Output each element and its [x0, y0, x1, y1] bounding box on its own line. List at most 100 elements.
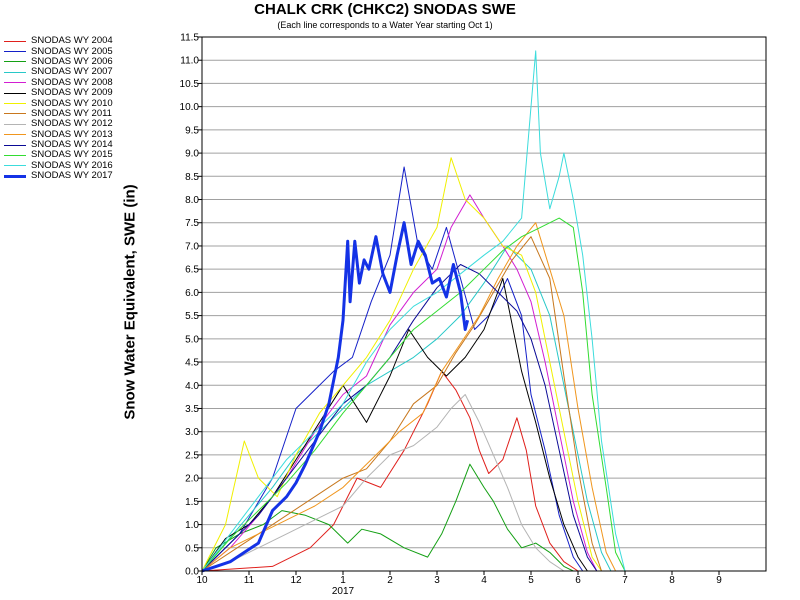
legend-label: SNODAS WY 2012 [31, 118, 113, 130]
legend-swatch [4, 51, 26, 53]
legend-item: SNODAS WY 2004 [4, 36, 154, 46]
legend-item: SNODAS WY 2015 [4, 150, 154, 160]
x-tick-label: 3 [434, 575, 440, 586]
series-line-10 [201, 222, 617, 572]
x-tick-label: 12 [290, 575, 302, 586]
series-line-13 [201, 50, 626, 572]
x-tick-label: 4 [481, 575, 487, 586]
x-tick-label: 5 [528, 575, 534, 586]
y-tick-label: 0.5 [185, 543, 199, 554]
chart-title: CHALK CRK (CHKC2) SNODAS SWE [254, 1, 516, 18]
series-line-9 [201, 394, 565, 572]
legend-swatch [4, 134, 26, 136]
legend-item: SNODAS WY 2011 [4, 107, 154, 119]
grid-lines [202, 36, 766, 572]
legend-swatch [4, 154, 26, 156]
y-tick-label: 6.5 [185, 265, 199, 276]
y-tick-label: 3.0 [185, 427, 199, 438]
legend-swatch [4, 103, 26, 105]
legend-label: SNODAS WY 2013 [31, 128, 113, 140]
legend-item: SNODAS WY 2014 [4, 140, 154, 150]
legend-label: SNODAS WY 2015 [31, 149, 113, 161]
series-line-4 [201, 245, 612, 572]
y-tick-label: 3.5 [185, 404, 199, 415]
y-tick-label: 1.0 [185, 520, 199, 531]
legend-item: SNODAS WY 2007 [4, 67, 154, 77]
y-tick-label: 7.5 [185, 218, 199, 229]
y-tick-label: 5.0 [185, 334, 199, 345]
plot-frame [201, 36, 767, 572]
legend-swatch [4, 123, 26, 125]
legend-item: SNODAS WY 2008 [4, 76, 154, 88]
legend-swatch [4, 174, 26, 178]
legend-item: SNODAS WY 2005 [4, 46, 154, 56]
x-tick-label: 2 [387, 575, 393, 586]
y-tick-label: 9.5 [185, 125, 199, 136]
x-tick-label: 11 [244, 575, 255, 586]
legend-item: SNODAS WY 2017 [4, 171, 154, 181]
legend-swatch [4, 61, 26, 63]
legend-label: SNODAS WY 2009 [31, 87, 113, 99]
y-tick-label: 11.5 [180, 33, 199, 44]
series-line-3 [201, 463, 574, 572]
y-tick-label: 4.5 [185, 358, 199, 369]
y-tick-label: 0.0 [185, 567, 199, 578]
x-tick-label: 9 [716, 575, 722, 586]
y-tick-label: 1.5 [185, 497, 199, 508]
legend-label: SNODAS WY 2017 [31, 170, 113, 182]
y-tick-label: 10.5 [180, 79, 200, 90]
axes: 0.0 0.5 1.0 1.5 2.0 2.5 3.0 3.5 4.0 4.5 5.0 5.5 6.0 6… [180, 33, 723, 598]
legend-label: SNODAS WY 2011 [31, 107, 112, 119]
series-line-6 [201, 278, 588, 572]
legend-swatch [4, 92, 26, 94]
y-tick-label: 6.0 [185, 288, 199, 299]
y-tick-label: 2.5 [185, 450, 199, 461]
legend-swatch [4, 40, 26, 42]
series-line-8 [201, 236, 602, 572]
legend-label: SNODAS WY 2004 [31, 35, 113, 47]
legend-swatch [4, 113, 26, 115]
legend-label: SNODAS WY 2010 [31, 97, 113, 109]
legend-swatch [4, 82, 26, 84]
x-tick-label: 6 [575, 575, 581, 586]
series-line-5 [201, 194, 598, 572]
series-line-11 [201, 264, 598, 572]
y-tick-label: 8.0 [185, 195, 199, 206]
y-tick-label: 5.5 [185, 311, 199, 322]
x-tick-label: 8 [669, 575, 675, 586]
year-label: 2017 [332, 586, 355, 597]
series-line-1 [201, 370, 579, 572]
legend-swatch [4, 144, 26, 146]
legend: SNODAS WY 2004 SNODAS WY 2005 SNODAS WY 20… [4, 36, 154, 181]
x-tick-label: 10 [196, 575, 208, 586]
series-line-7 [201, 157, 602, 572]
y-tick-label: 7.0 [185, 241, 199, 252]
legend-label: SNODAS WY 2006 [31, 55, 113, 67]
y-tick-label: 9.0 [185, 149, 199, 160]
series-line-2 [201, 166, 584, 572]
series-line-14 [201, 221, 470, 573]
series-lines [201, 50, 626, 573]
legend-label: SNODAS WY 2014 [31, 139, 113, 151]
y-tick-label: 4.0 [185, 381, 199, 392]
legend-item: SNODAS WY 2013 [4, 128, 154, 140]
legend-label: SNODAS WY 2008 [31, 76, 113, 88]
legend-item: SNODAS WY 2009 [4, 88, 154, 98]
chart-subtitle: (Each line corresponds to a Water Year s… [277, 20, 493, 30]
legend-label: SNODAS WY 2007 [31, 66, 113, 78]
legend-item: SNODAS WY 2016 [4, 159, 154, 171]
y-tick-label: 11.0 [180, 56, 199, 67]
y-tick-label: 10.0 [180, 102, 200, 113]
legend-item: SNODAS WY 2006 [4, 55, 154, 67]
legend-swatch [4, 71, 26, 73]
legend-label: SNODAS WY 2016 [31, 159, 113, 171]
x-tick-label: 1 [340, 575, 346, 586]
legend-item: SNODAS WY 2010 [4, 98, 154, 108]
y-tick-label: 8.5 [185, 172, 199, 183]
x-tick-label: 7 [622, 575, 628, 586]
series-line-12 [201, 217, 626, 572]
legend-label: SNODAS WY 2005 [31, 45, 113, 57]
legend-item: SNODAS WY 2012 [4, 119, 154, 129]
legend-swatch [4, 165, 26, 167]
